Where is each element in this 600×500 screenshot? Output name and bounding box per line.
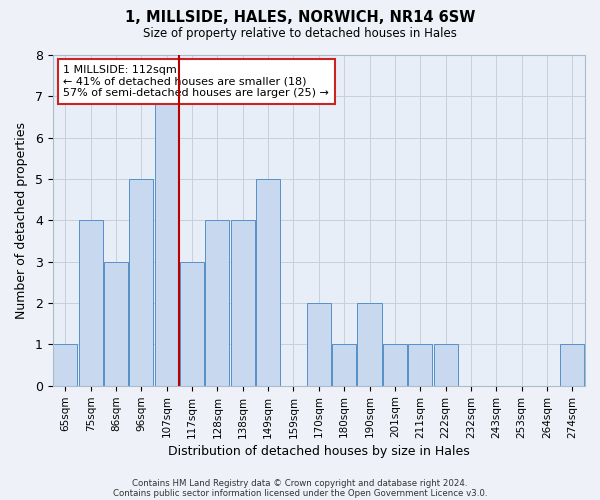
Bar xyxy=(256,179,280,386)
Bar xyxy=(155,96,179,386)
Text: Contains public sector information licensed under the Open Government Licence v3: Contains public sector information licen… xyxy=(113,488,487,498)
Bar xyxy=(307,303,331,386)
X-axis label: Distribution of detached houses by size in Hales: Distribution of detached houses by size … xyxy=(168,444,470,458)
Text: 1, MILLSIDE, HALES, NORWICH, NR14 6SW: 1, MILLSIDE, HALES, NORWICH, NR14 6SW xyxy=(125,10,475,25)
Bar xyxy=(560,344,584,386)
Bar xyxy=(434,344,458,386)
Bar xyxy=(408,344,432,386)
Bar xyxy=(358,303,382,386)
Bar xyxy=(383,344,407,386)
Text: Size of property relative to detached houses in Hales: Size of property relative to detached ho… xyxy=(143,28,457,40)
Bar xyxy=(53,344,77,386)
Bar xyxy=(130,179,154,386)
Text: Contains HM Land Registry data © Crown copyright and database right 2024.: Contains HM Land Registry data © Crown c… xyxy=(132,478,468,488)
Bar xyxy=(104,262,128,386)
Bar xyxy=(332,344,356,386)
Bar xyxy=(205,220,229,386)
Bar xyxy=(231,220,255,386)
Y-axis label: Number of detached properties: Number of detached properties xyxy=(15,122,28,319)
Bar xyxy=(180,262,204,386)
Bar xyxy=(79,220,103,386)
Text: 1 MILLSIDE: 112sqm
← 41% of detached houses are smaller (18)
57% of semi-detache: 1 MILLSIDE: 112sqm ← 41% of detached hou… xyxy=(64,65,329,98)
